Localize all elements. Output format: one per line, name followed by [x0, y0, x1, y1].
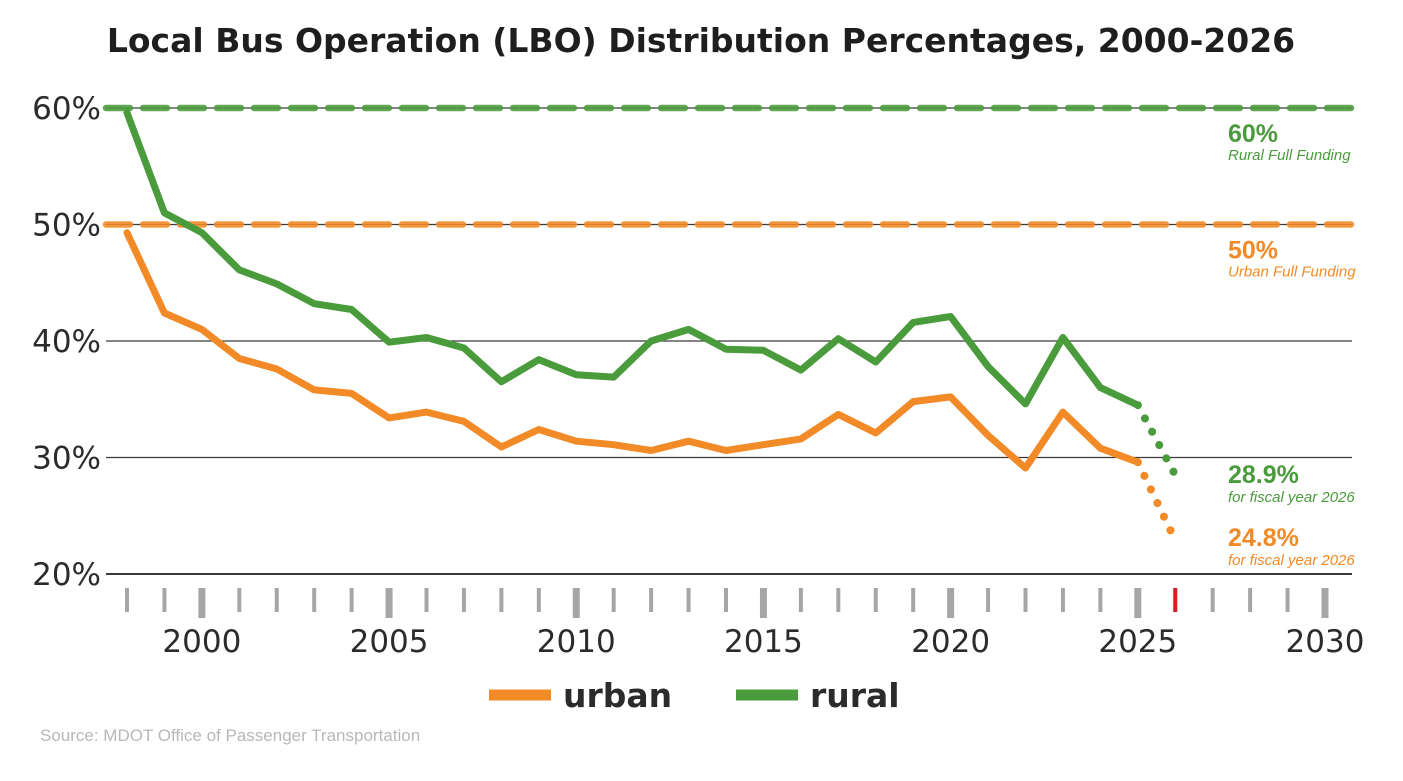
- projection-line-urban: [1133, 458, 1180, 545]
- series-line-rural: [123, 109, 1142, 409]
- x-axis-ticks: 2000 2005 2010 2015 2020 2025 2030: [125, 588, 1365, 660]
- x-tick-label-2015: 2015: [724, 624, 803, 660]
- annotation-value-rural: 28.9%: [1228, 461, 1299, 489]
- reference-sublabel-rural: Rural Full Funding: [1228, 147, 1351, 164]
- source-note: Source: MDOT Office of Passenger Transpo…: [40, 726, 420, 745]
- chart-title: Local Bus Operation (LBO) Distribution P…: [107, 21, 1295, 60]
- annotation-sublabel-rural: for fiscal year 2026: [1228, 489, 1355, 506]
- y-tick-label-20: 20%: [32, 557, 101, 593]
- projection-line-rural: [1133, 401, 1180, 479]
- x-tick-label-2025: 2025: [1098, 624, 1177, 660]
- y-tick-label-50: 50%: [32, 208, 101, 244]
- reference-sublabel-urban: Urban Full Funding: [1228, 264, 1356, 281]
- legend-label-rural: rural: [810, 676, 900, 715]
- annotation-value-urban: 24.8%: [1228, 524, 1299, 552]
- x-tick-label-2010: 2010: [537, 624, 616, 660]
- series-line-urban: [123, 229, 1142, 472]
- legend: urban rural: [489, 676, 900, 715]
- x-tick-label-2000: 2000: [162, 624, 241, 660]
- series-lines: [123, 109, 1180, 545]
- y-tick-label-40: 40%: [32, 324, 101, 360]
- reference-label-rural: 60%: [1228, 120, 1278, 148]
- y-tick-label-30: 30%: [32, 441, 101, 477]
- x-tick-label-2030: 2030: [1286, 624, 1365, 660]
- y-axis-ticks: 20% 30% 40% 50% 60%: [32, 91, 101, 593]
- y-tick-label-60: 60%: [32, 91, 101, 127]
- gridlines: [106, 107, 1352, 575]
- x-tick-label-2005: 2005: [350, 624, 429, 660]
- reference-label-urban: 50%: [1228, 237, 1278, 265]
- reference-lines: 60%Rural Full Funding 50%Urban Full Fundi…: [102, 104, 1366, 281]
- annotation-sublabel-urban: for fiscal year 2026: [1228, 552, 1355, 569]
- legend-label-urban: urban: [563, 676, 672, 715]
- x-tick-label-2020: 2020: [911, 624, 990, 660]
